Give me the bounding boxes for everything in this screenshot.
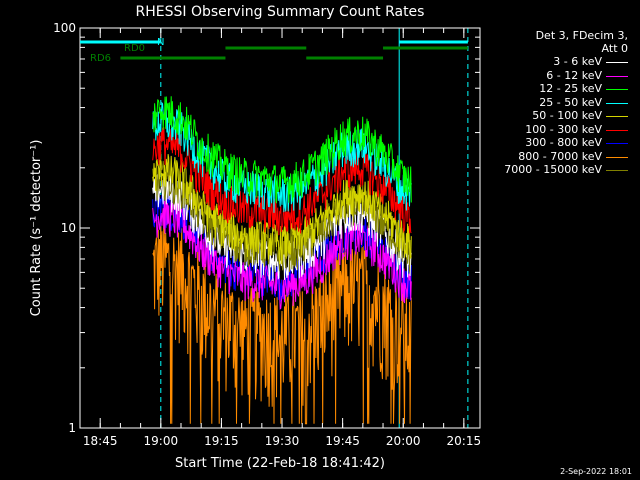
legend-item-swatch (606, 102, 628, 104)
legend-item-label: 25 - 50 keV (539, 95, 602, 109)
x-tick-label: 18:45 (83, 434, 118, 448)
footer-date: 2-Sep-2022 18:01 (560, 467, 632, 476)
legend-item-swatch (606, 143, 628, 144)
series-line-800-7000-kev (152, 221, 412, 425)
x-tick-label: 19:00 (144, 434, 179, 448)
legend-item-label: 7000 - 15000 keV (504, 163, 602, 176)
legend-item-label: 6 - 12 keV (546, 68, 602, 82)
legend-item-swatch (606, 129, 628, 131)
y-tick-label: 1 (68, 421, 76, 435)
y-tick-label: 100 (53, 21, 76, 35)
legend-item-label: 50 - 100 keV (532, 109, 602, 122)
legend-header-2: Att 0 (601, 42, 628, 55)
legend-item-label: 800 - 7000 keV (518, 149, 602, 163)
x-tick-label: 20:15 (447, 434, 482, 448)
x-axis-label: Start Time (22-Feb-18 18:41:42) (175, 456, 385, 471)
legend-item-swatch (606, 170, 628, 171)
legend-item-label: 300 - 800 keV (525, 136, 602, 149)
legend-item-swatch (606, 116, 628, 117)
legend-item-label: 12 - 25 keV (539, 82, 602, 95)
x-tick-label: 19:45 (325, 434, 360, 448)
y-axis-label: Count Rate (s⁻¹ detector⁻¹) (29, 140, 44, 317)
legend-item-label: 100 - 300 keV (525, 122, 602, 136)
x-tick-label: 20:00 (386, 434, 421, 448)
legend-header-1: Det 3, FDecim 3, (535, 29, 628, 42)
series-line-50-100-kev (152, 151, 412, 265)
flag-label-rd6: RD6 (90, 53, 111, 64)
flag-label-n: N (157, 37, 164, 48)
legend-item-swatch (606, 75, 628, 77)
flag-bars: N RD0 RD6 (80, 37, 468, 64)
series-line-25-50-kev (152, 101, 412, 213)
x-tick-label: 19:15 (204, 434, 239, 448)
x-tick-label: 19:30 (265, 434, 300, 448)
legend-item-label: 3 - 6 keV (553, 55, 602, 68)
chart-title: RHESSI Observing Summary Count Rates (136, 4, 425, 20)
legend-item-swatch (606, 62, 628, 63)
series-line-100-300-kev (152, 127, 412, 236)
axes: 1 10 100 18:45 19:00 19:15 19:30 19:45 20:00 20:1… (53, 21, 481, 448)
plot-area (79, 28, 469, 428)
legend-item-swatch (606, 156, 628, 158)
series-line-12-25-kev (152, 96, 412, 204)
y-tick-label: 10 (61, 221, 76, 235)
flag-label-rd0: RD0 (124, 43, 145, 54)
legend-item-swatch (606, 89, 628, 90)
